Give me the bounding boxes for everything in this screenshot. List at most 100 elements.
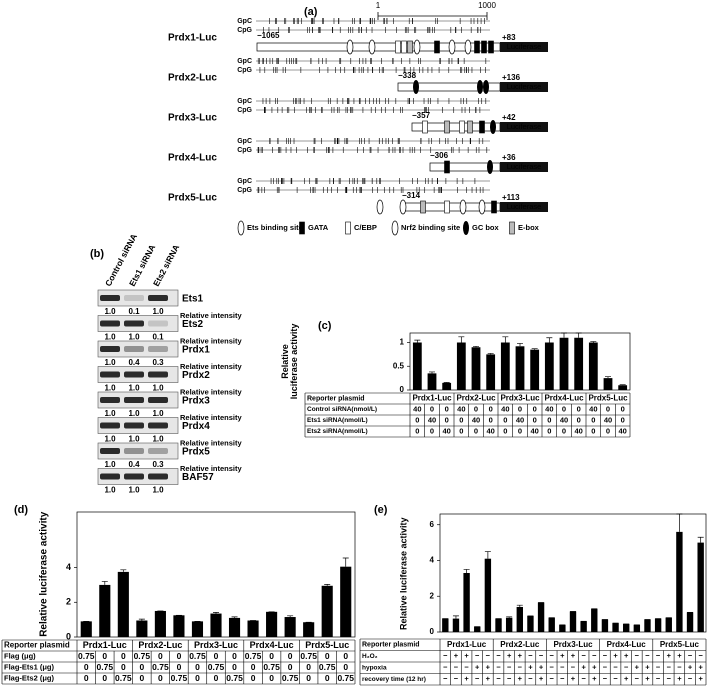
table-cell: − xyxy=(518,663,523,672)
blot-name: Prdx2 xyxy=(182,370,210,381)
panel-label: (e) xyxy=(374,504,388,516)
table-cell: 0 xyxy=(445,415,449,424)
table-cell: 0 xyxy=(415,426,419,435)
table-cell: 0 xyxy=(158,673,163,683)
table-cell: 40 xyxy=(486,426,494,435)
error-bar xyxy=(502,336,509,343)
table-cell: 0 xyxy=(533,415,537,424)
table-cell: − xyxy=(496,651,501,660)
table-cell: 0 xyxy=(591,415,595,424)
bar xyxy=(80,621,92,637)
table-cell: + xyxy=(539,663,544,672)
table-cell: + xyxy=(518,651,523,660)
ets-site xyxy=(448,39,456,55)
table-cell: − xyxy=(528,674,533,683)
bar xyxy=(686,612,694,632)
end-position: +83 xyxy=(502,33,516,42)
band xyxy=(148,371,168,378)
construct-name: Prdx1-Luc xyxy=(168,33,217,44)
intensity-value: 1.0 xyxy=(104,435,116,444)
table-cell: − xyxy=(486,651,491,660)
table-cell: + xyxy=(624,674,629,683)
panel-label: (b) xyxy=(90,248,104,260)
intensity-value: 1.0 xyxy=(152,486,164,495)
table-cell: + xyxy=(539,674,544,683)
y-axis-label: Relative luciferase activity xyxy=(37,511,49,637)
error-bar xyxy=(324,584,331,586)
table-cell: − xyxy=(454,663,459,672)
row-name: hypoxia xyxy=(362,664,387,671)
error-bar xyxy=(429,371,435,374)
cebp-site xyxy=(444,200,450,214)
bar xyxy=(516,606,523,632)
intensity-value: 1.0 xyxy=(128,409,140,418)
bar xyxy=(603,378,613,390)
luciferase-label: Luciferase xyxy=(507,162,542,171)
table-cell: − xyxy=(507,663,512,672)
row-name: H₂O₂ xyxy=(362,653,378,660)
bar xyxy=(623,623,630,632)
table-cell: 0.75 xyxy=(152,662,169,672)
gata-site xyxy=(488,40,494,54)
bar xyxy=(500,342,510,390)
blot-name: Ets2 xyxy=(182,319,204,330)
group-label: Prdx4-Luc xyxy=(607,640,647,649)
table-cell: − xyxy=(560,674,565,683)
intensity-value: 1.0 xyxy=(152,435,164,444)
luciferase-box xyxy=(500,202,548,212)
intensity-value: 1.0 xyxy=(152,307,164,316)
table-cell: 0 xyxy=(503,426,507,435)
intensity-value: 0.1 xyxy=(128,307,140,316)
track-label: CpG xyxy=(237,147,252,154)
band xyxy=(148,397,168,403)
table-cell: 0 xyxy=(430,404,434,413)
legend-label: C/EBP xyxy=(354,223,377,232)
luciferase-label: Luciferase xyxy=(507,202,542,211)
table-cell: 0 xyxy=(606,404,610,413)
panel-label: (d) xyxy=(14,504,28,516)
table-cell: + xyxy=(635,663,640,672)
bar xyxy=(321,585,333,637)
intensity-label: Relative intensity xyxy=(180,362,243,371)
table-cell: − xyxy=(613,674,618,683)
bar xyxy=(495,618,502,632)
ets-site xyxy=(399,199,407,215)
bar xyxy=(99,584,111,637)
bar xyxy=(471,347,481,390)
e-box xyxy=(420,200,426,214)
table-cell: 0.75 xyxy=(245,651,262,661)
intensity-value: 1.0 xyxy=(104,486,116,495)
promoter-box xyxy=(256,42,501,52)
y-tick-label: 6 xyxy=(430,520,435,529)
luciferase-label: Luciferase xyxy=(507,42,542,51)
y-tick-label: 1 xyxy=(400,338,405,347)
construct-name: Prdx2-Luc xyxy=(168,73,217,84)
y-tick-label: 0 xyxy=(430,627,435,636)
bar xyxy=(303,622,315,637)
group-label: Prdx4-Luc xyxy=(544,394,584,403)
error-bar xyxy=(458,336,465,343)
table-cell: 0.75 xyxy=(78,651,95,661)
table-cell: 0 xyxy=(518,404,522,413)
table-cell: − xyxy=(603,663,608,672)
error-bar xyxy=(138,618,145,621)
table-cell: − xyxy=(581,651,586,660)
luciferase-box xyxy=(500,42,548,52)
band xyxy=(100,346,120,352)
legend-label: E-box xyxy=(518,223,540,232)
table-cell: − xyxy=(635,651,640,660)
ets-site xyxy=(391,220,399,236)
table-cell: 0 xyxy=(489,415,493,424)
band xyxy=(124,320,144,327)
error-bar xyxy=(213,611,219,614)
bar xyxy=(210,613,222,637)
intensity-value: 0.4 xyxy=(128,358,140,367)
luciferase-box xyxy=(500,162,548,172)
table-cell: 0 xyxy=(459,415,463,424)
bar xyxy=(191,621,204,637)
table-cell: 40 xyxy=(428,415,436,424)
error-bar xyxy=(561,332,567,338)
ets-site xyxy=(459,199,467,215)
table-cell: 0 xyxy=(547,426,551,435)
group-label: Prdx3-Luc xyxy=(553,640,593,649)
